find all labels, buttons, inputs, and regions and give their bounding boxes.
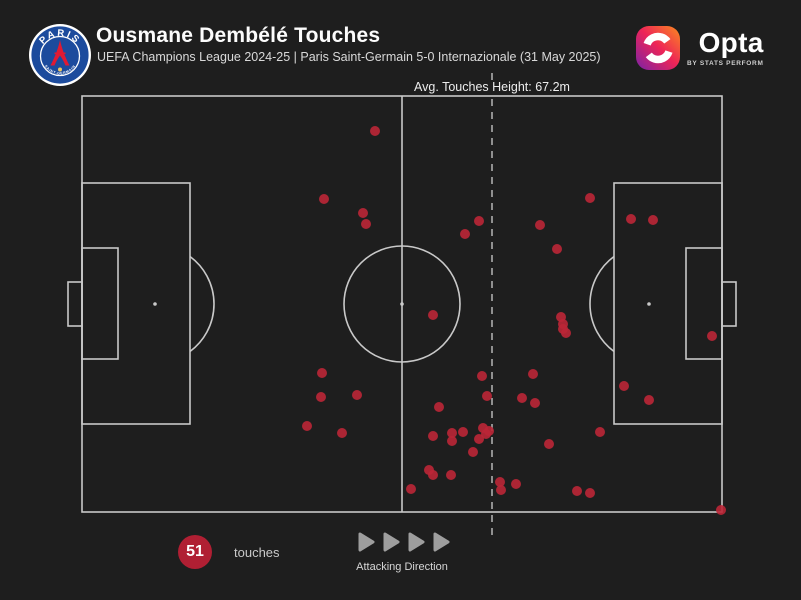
touch-dot <box>496 485 506 495</box>
touch-dot <box>648 215 658 225</box>
touch-dot <box>585 488 595 498</box>
touch-dot <box>337 428 347 438</box>
six-yard-box-right <box>685 247 723 360</box>
center-circle <box>343 245 461 363</box>
arrow-right-icon <box>383 532 400 552</box>
opta-logo: Opta BY STATS PERFORM <box>636 26 764 70</box>
penalty-area-left <box>81 182 191 425</box>
touches-count-badge: 51 <box>178 535 212 569</box>
touch-dot <box>361 219 371 229</box>
touches-count: 51 <box>186 543 204 560</box>
crest-inner-ring <box>39 35 81 77</box>
touch-dot <box>595 427 605 437</box>
attacking-direction-arrows <box>358 532 450 552</box>
penalty-arc-right <box>589 255 615 353</box>
touch-dot <box>644 395 654 405</box>
touch-dot <box>428 310 438 320</box>
touch-dot <box>468 447 478 457</box>
touch-dot <box>481 429 491 439</box>
touch-dot <box>434 402 444 412</box>
touch-dot <box>428 431 438 441</box>
touch-dot <box>619 381 629 391</box>
touch-dot <box>517 393 527 403</box>
eiffel-tower-bar <box>54 52 66 55</box>
touch-dot <box>316 392 326 402</box>
touch-dot <box>458 427 468 437</box>
touch-dot <box>495 477 505 487</box>
touch-dot <box>460 229 470 239</box>
touch-dot <box>511 479 521 489</box>
psg-crest: PARIS SAINT-GERMAIN <box>29 24 91 86</box>
touch-dot <box>446 470 456 480</box>
touch-dots <box>302 126 726 515</box>
arrow-right-icon <box>408 532 425 552</box>
touch-dot <box>544 439 554 449</box>
center-spot <box>400 302 404 306</box>
touch-dot <box>447 436 457 446</box>
touch-dot <box>406 484 416 494</box>
touch-dot <box>447 428 457 438</box>
opta-logo-subtext: BY STATS PERFORM <box>687 60 764 67</box>
page-subtitle: UEFA Champions League 2024-25 | Paris Sa… <box>97 50 601 64</box>
goal-left <box>67 281 83 327</box>
touch-dot <box>319 194 329 204</box>
penalty-spot-right <box>647 302 651 306</box>
penalty-spot-left <box>153 302 157 306</box>
attacking-direction-label: Attacking Direction <box>356 561 448 573</box>
touch-dot <box>474 434 484 444</box>
touch-dot <box>352 390 362 400</box>
arrow-right-icon <box>433 532 450 552</box>
touch-dot <box>561 328 571 338</box>
pitch-lines <box>67 95 737 513</box>
touch-dot <box>302 421 312 431</box>
touch-dot <box>474 216 484 226</box>
touch-dot <box>530 398 540 408</box>
touch-dot <box>716 505 726 515</box>
touch-dot <box>528 369 538 379</box>
touch-dot <box>482 391 492 401</box>
touch-dot <box>585 193 595 203</box>
touch-dot <box>552 244 562 254</box>
penalty-arc-left <box>189 255 215 353</box>
goal-right <box>721 281 737 327</box>
opta-icon <box>636 26 680 70</box>
touch-dot <box>572 486 582 496</box>
touch-dot <box>428 470 438 480</box>
page-title: Ousmane Dembélé Touches <box>96 24 381 47</box>
touch-dot <box>358 208 368 218</box>
touch-dot <box>707 331 717 341</box>
touch-dot <box>370 126 380 136</box>
touch-dot <box>317 368 327 378</box>
opta-logo-text: Opta <box>698 27 764 58</box>
touches-count-label: touches <box>234 545 280 560</box>
avg-height-label: Avg. Touches Height: 67.2m <box>410 80 574 94</box>
touch-dot <box>477 371 487 381</box>
six-yard-box-left <box>81 247 119 360</box>
touch-dot <box>626 214 636 224</box>
touch-dot <box>535 220 545 230</box>
arrow-right-icon <box>358 532 375 552</box>
crest-fleur-icon <box>58 67 62 72</box>
